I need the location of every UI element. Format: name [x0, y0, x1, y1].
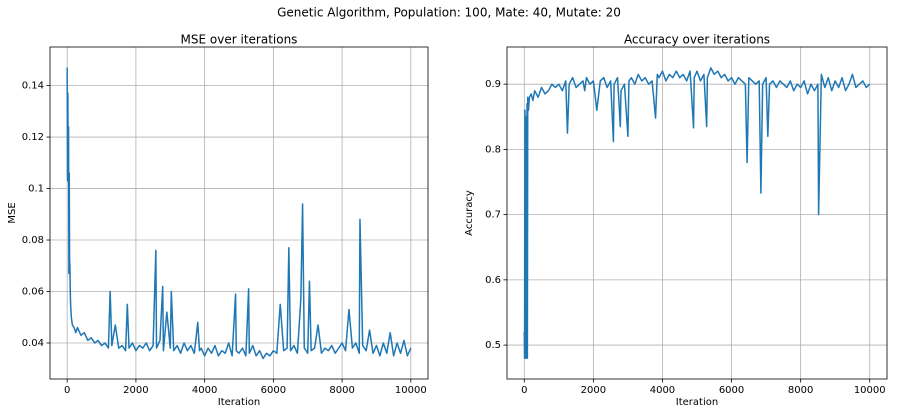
y-tick-label: 0.6	[485, 275, 501, 286]
chart-title: Accuracy over iterations	[624, 33, 770, 47]
y-tick-label: 0.9	[485, 79, 501, 90]
figure-title: Genetic Algorithm, Population: 100, Mate…	[277, 6, 621, 20]
y-tick-label: 0.7	[485, 210, 501, 221]
x-tick-label: 0	[64, 385, 70, 396]
x-tick-label: 4000	[650, 385, 675, 396]
x-tick-label: 4000	[192, 385, 217, 396]
x-axis-label: Iteration	[218, 397, 260, 408]
y-tick-label: 0.08	[22, 235, 44, 246]
x-tick-label: 0	[521, 385, 527, 396]
y-axis-label: MSE	[7, 202, 18, 223]
x-tick-label: 2000	[123, 385, 148, 396]
x-tick-label: 6000	[261, 385, 286, 396]
x-tick-label: 10000	[854, 385, 886, 396]
y-tick-label: 0.14	[22, 81, 44, 92]
x-tick-label: 8000	[329, 385, 354, 396]
chart-title: MSE over iterations	[181, 33, 298, 47]
x-axis-label: Iteration	[676, 397, 718, 408]
y-tick-label: 0.1	[28, 184, 44, 195]
plot-frame	[506, 46, 888, 380]
y-tick-label: 0.8	[485, 144, 501, 155]
y-tick-label: 0.04	[22, 338, 44, 349]
y-tick-label: 0.12	[22, 132, 44, 143]
plot-frame	[49, 46, 429, 380]
y-tick-label: 0.5	[485, 340, 501, 351]
x-tick-label: 6000	[719, 385, 744, 396]
data-line	[523, 67, 871, 359]
x-tick-label: 2000	[581, 385, 606, 396]
y-tick-label: 0.06	[22, 286, 44, 297]
x-tick-label: 8000	[788, 385, 813, 396]
y-axis-label: Accuracy	[464, 190, 475, 236]
data-line	[66, 67, 412, 360]
x-tick-label: 10000	[395, 385, 427, 396]
